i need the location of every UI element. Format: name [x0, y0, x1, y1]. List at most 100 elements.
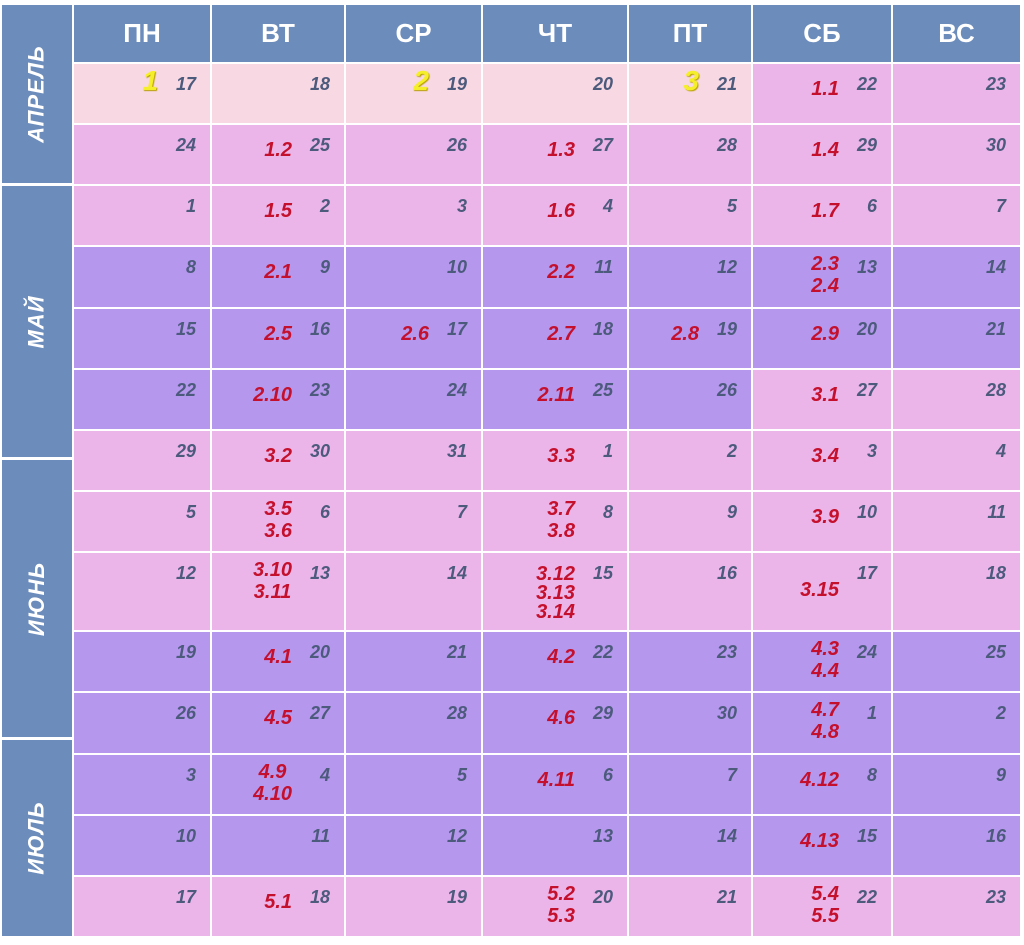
task-label: 5.1: [264, 891, 292, 913]
task-label: 1.1: [811, 78, 839, 100]
month-text: ИЮЛЬ: [24, 801, 49, 875]
calendar-cell: 27 1.3: [483, 125, 627, 184]
calendar-cell: 9: [629, 492, 751, 551]
day-number: 16: [309, 319, 330, 339]
calendar-cell: 6 4.11: [483, 755, 627, 814]
task-label: 1.6: [547, 200, 575, 222]
task-label: 3.12: [536, 563, 575, 585]
calendar-cell: 2: [893, 693, 1020, 753]
day-number: 23: [985, 74, 1006, 94]
task-label: 4.11: [537, 769, 575, 791]
task-label: 3.1: [811, 384, 839, 406]
day-number: 31: [446, 441, 467, 461]
day-number: 23: [309, 380, 330, 400]
calendar-cell: 6 3.5 3.6: [212, 492, 344, 551]
day-number: 2: [726, 441, 737, 461]
day-number: 23: [985, 887, 1006, 907]
calendar-cell: 26: [346, 125, 481, 184]
day-number: 19: [446, 74, 467, 94]
task-label: 3.8: [547, 520, 575, 542]
day-number: 22: [856, 74, 877, 94]
calendar-cell: 17 3.15: [753, 553, 891, 630]
calendar-cell: 30: [893, 125, 1020, 184]
weekday-header: ЧТ: [483, 5, 627, 62]
calendar-cell: 15 3.12 3.13 3.14: [483, 553, 627, 630]
day-number: 9: [995, 765, 1006, 785]
calendar-cell: 25: [893, 632, 1020, 691]
day-number: 30: [716, 703, 737, 723]
day-number: 12: [175, 563, 196, 583]
day-number: 15: [592, 563, 613, 583]
calendar-cell: 8 3.7 3.8: [483, 492, 627, 551]
day-number: 5: [185, 502, 196, 522]
day-number: 17: [856, 563, 877, 583]
day-number: 28: [985, 380, 1006, 400]
calendar-cell: 4: [893, 431, 1020, 490]
calendar-cell: 24: [74, 125, 210, 184]
calendar-cell: 11 2.2: [483, 247, 627, 307]
task-label: 2.7: [547, 323, 575, 345]
day-number: 7: [995, 196, 1006, 216]
calendar-cell: 8 4.12: [753, 755, 891, 814]
calendar-cell: 10: [74, 816, 210, 875]
calendar-cell: 19: [346, 877, 481, 936]
calendar-cell: 22: [74, 370, 210, 429]
task-label: 3.2: [264, 445, 292, 467]
day-number: 4: [319, 765, 330, 785]
task-label: 2.9: [811, 323, 839, 345]
calendar-cell: 29 1.4: [753, 125, 891, 184]
calendar-cell: 20 2.9: [753, 309, 891, 368]
task-label: 4.9: [258, 761, 287, 783]
task-label: 3.3: [547, 445, 575, 467]
day-number: 7: [456, 502, 467, 522]
month-label-april: АПРЕЛЬ: [2, 5, 72, 183]
calendar-cell: 16 2.5: [212, 309, 344, 368]
calendar-cell: 13 2.3 2.4: [753, 247, 891, 307]
day-number: 6: [602, 765, 613, 785]
day-number: 22: [175, 380, 196, 400]
day-number: 1: [602, 441, 613, 461]
calendar-cell: 9 2.1: [212, 247, 344, 307]
day-number: 21: [446, 642, 467, 662]
calendar-cell: 24: [346, 370, 481, 429]
day-number: 25: [592, 380, 613, 400]
task-label: 4.12: [800, 769, 839, 791]
calendar-cell: 29: [74, 431, 210, 490]
day-number: 6: [866, 196, 877, 216]
day-number: 8: [185, 257, 196, 277]
calendar-cell: 16: [629, 553, 751, 630]
day-number: 25: [985, 642, 1006, 662]
day-number: 14: [446, 563, 467, 583]
day-number: 3: [456, 196, 467, 216]
day-number: 18: [309, 74, 330, 94]
day-number: 18: [309, 887, 330, 907]
month-label-may: МАЙ: [2, 186, 72, 457]
calendar-cell: 16: [893, 816, 1020, 875]
day-number: 28: [716, 135, 737, 155]
day-number: 23: [716, 642, 737, 662]
task-label: 3.9: [811, 506, 839, 528]
day-number: 9: [319, 257, 330, 277]
day-number: 17: [446, 319, 467, 339]
day-number: 11: [594, 257, 613, 277]
task-label: 2.8: [671, 323, 699, 345]
weekday-header: СР: [346, 5, 481, 62]
day-number: 20: [592, 887, 613, 907]
task-label: 2.2: [547, 261, 575, 283]
task-label: 4.3: [811, 638, 839, 660]
calendar-cell: 13 3.10 3.11: [212, 553, 344, 630]
calendar-cell: 25 1.2: [212, 125, 344, 184]
day-number: 19: [175, 642, 196, 662]
month-label-june: ИЮНЬ: [2, 460, 72, 737]
day-number: 9: [726, 502, 737, 522]
task-label: 4.4: [811, 660, 839, 682]
day-number: 21: [716, 74, 737, 94]
task-label: 4.2: [547, 646, 575, 668]
week-marker: 2: [413, 65, 429, 96]
day-number: 21: [716, 887, 737, 907]
calendar-cell: 21: [629, 877, 751, 936]
calendar-cell: 2: [629, 431, 751, 490]
weekday-header: ПН: [74, 5, 210, 62]
calendar-cell: 19: [74, 632, 210, 691]
calendar-cell: 28: [629, 125, 751, 184]
